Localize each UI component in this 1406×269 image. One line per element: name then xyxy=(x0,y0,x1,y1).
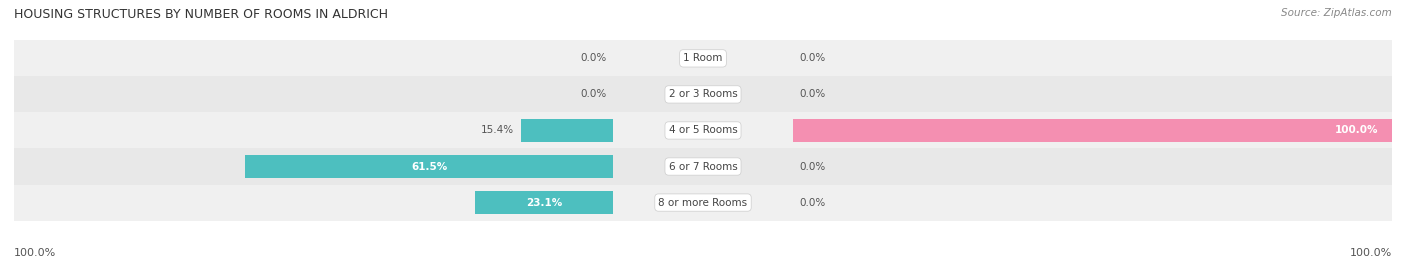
Text: 0.0%: 0.0% xyxy=(800,197,825,208)
Text: 1 Room: 1 Room xyxy=(683,53,723,63)
Bar xyxy=(14,40,1392,76)
Text: 0.0%: 0.0% xyxy=(800,53,825,63)
Text: 2 or 3 Rooms: 2 or 3 Rooms xyxy=(669,89,737,100)
Text: 0.0%: 0.0% xyxy=(581,89,606,100)
Bar xyxy=(14,112,1392,148)
Bar xyxy=(14,76,1392,112)
Text: 6 or 7 Rooms: 6 or 7 Rooms xyxy=(669,161,737,172)
Text: 100.0%: 100.0% xyxy=(1350,248,1392,258)
Bar xyxy=(475,191,613,214)
Bar xyxy=(793,119,1392,142)
Text: 23.1%: 23.1% xyxy=(526,197,562,208)
Text: 100.0%: 100.0% xyxy=(1334,125,1378,136)
Text: 8 or more Rooms: 8 or more Rooms xyxy=(658,197,748,208)
Text: 15.4%: 15.4% xyxy=(481,125,515,136)
Text: 0.0%: 0.0% xyxy=(800,161,825,172)
Bar xyxy=(522,119,613,142)
Text: 4 or 5 Rooms: 4 or 5 Rooms xyxy=(669,125,737,136)
Text: 0.0%: 0.0% xyxy=(800,89,825,100)
Bar xyxy=(14,148,1392,185)
Text: 100.0%: 100.0% xyxy=(14,248,56,258)
Text: 61.5%: 61.5% xyxy=(411,161,447,172)
Text: HOUSING STRUCTURES BY NUMBER OF ROOMS IN ALDRICH: HOUSING STRUCTURES BY NUMBER OF ROOMS IN… xyxy=(14,8,388,21)
Bar xyxy=(245,155,613,178)
Bar xyxy=(14,185,1392,221)
Text: Source: ZipAtlas.com: Source: ZipAtlas.com xyxy=(1281,8,1392,18)
Text: 0.0%: 0.0% xyxy=(581,53,606,63)
